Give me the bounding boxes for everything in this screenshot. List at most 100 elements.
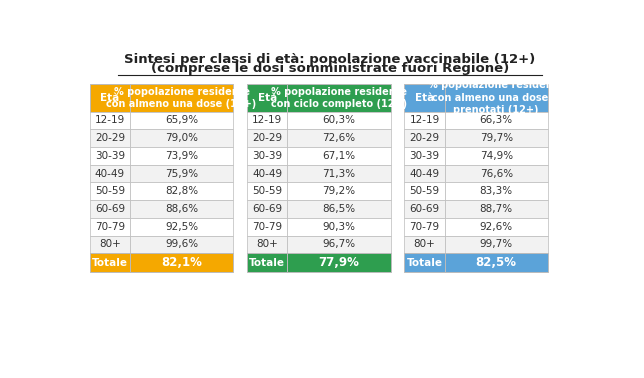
Bar (444, 165, 548, 183)
Bar (404, 129, 444, 147)
Text: 20-29: 20-29 (95, 133, 125, 143)
Text: 30-39: 30-39 (410, 151, 440, 161)
Text: 40-49: 40-49 (95, 169, 125, 178)
Text: Totale: Totale (92, 257, 128, 268)
Text: 12-19: 12-19 (410, 115, 440, 125)
Bar (444, 112, 548, 129)
Text: 79,7%: 79,7% (480, 133, 513, 143)
Text: 86,5%: 86,5% (323, 204, 355, 214)
Text: 80+: 80+ (256, 239, 278, 249)
Text: 40-49: 40-49 (252, 169, 282, 178)
Bar (247, 147, 287, 165)
Text: 60-69: 60-69 (252, 204, 282, 214)
Text: 75,9%: 75,9% (165, 169, 198, 178)
Text: 80+: 80+ (413, 239, 435, 249)
Text: Età: Età (415, 93, 434, 103)
Bar (287, 200, 390, 218)
Text: 99,6%: 99,6% (165, 239, 198, 249)
Text: 67,1%: 67,1% (323, 151, 355, 161)
Bar (404, 200, 444, 218)
Text: 79,0%: 79,0% (165, 133, 198, 143)
Bar (404, 84, 444, 112)
Text: 20-29: 20-29 (410, 133, 440, 143)
Text: 12-19: 12-19 (252, 115, 282, 125)
Text: 73,9%: 73,9% (165, 151, 198, 161)
Bar (247, 235, 287, 253)
Text: 79,2%: 79,2% (323, 186, 355, 196)
Bar (287, 84, 390, 112)
Bar (444, 200, 548, 218)
Bar (404, 235, 444, 253)
Text: 71,3%: 71,3% (323, 169, 355, 178)
Bar (90, 147, 130, 165)
Bar (130, 84, 233, 112)
Bar (130, 218, 233, 235)
Bar (247, 200, 287, 218)
Text: % popolazione residente
con ciclo completo (12+): % popolazione residente con ciclo comple… (271, 87, 407, 109)
Bar (247, 112, 287, 129)
Bar (90, 84, 130, 112)
Bar (404, 147, 444, 165)
Bar (404, 112, 444, 129)
Text: % popolazione residente
con almeno una dose (12+): % popolazione residente con almeno una d… (106, 87, 257, 109)
Bar (90, 253, 130, 272)
Bar (444, 129, 548, 147)
Bar (130, 147, 233, 165)
Text: 83,3%: 83,3% (480, 186, 513, 196)
Text: 12-19: 12-19 (95, 115, 125, 125)
Bar (130, 235, 233, 253)
Text: 60,3%: 60,3% (323, 115, 355, 125)
Bar (247, 165, 287, 183)
Text: 30-39: 30-39 (95, 151, 125, 161)
Text: 82,8%: 82,8% (165, 186, 198, 196)
Text: 50-59: 50-59 (410, 186, 440, 196)
Bar (90, 218, 130, 235)
Text: 82,5%: 82,5% (476, 256, 516, 269)
Text: 99,7%: 99,7% (480, 239, 513, 249)
Bar (287, 218, 390, 235)
Bar (444, 183, 548, 200)
Bar (90, 235, 130, 253)
Text: % popolazione residente
con almeno una dose +
prenotati (12+): % popolazione residente con almeno una d… (428, 80, 564, 115)
Bar (287, 129, 390, 147)
Bar (444, 147, 548, 165)
Bar (444, 253, 548, 272)
Bar (130, 183, 233, 200)
Bar (247, 183, 287, 200)
Text: 60-69: 60-69 (95, 204, 125, 214)
Text: 70-79: 70-79 (95, 222, 125, 232)
Bar (247, 84, 287, 112)
Bar (287, 235, 390, 253)
Bar (404, 218, 444, 235)
Text: 90,3%: 90,3% (323, 222, 355, 232)
Text: Sintesi per classi di età: popolazione vaccinabile (12+): Sintesi per classi di età: popolazione v… (124, 53, 536, 66)
Bar (247, 218, 287, 235)
Text: 50-59: 50-59 (252, 186, 282, 196)
Bar (404, 183, 444, 200)
Bar (247, 129, 287, 147)
Text: 60-69: 60-69 (410, 204, 440, 214)
Text: 92,6%: 92,6% (480, 222, 513, 232)
Text: 77,9%: 77,9% (318, 256, 359, 269)
Text: 92,5%: 92,5% (165, 222, 198, 232)
Bar (90, 129, 130, 147)
Text: (comprese le dosi somministrate fuori Regione): (comprese le dosi somministrate fuori Re… (151, 62, 509, 75)
Text: 50-59: 50-59 (95, 186, 125, 196)
Text: 88,6%: 88,6% (165, 204, 198, 214)
Bar (404, 165, 444, 183)
Text: 76,6%: 76,6% (480, 169, 513, 178)
Text: 80+: 80+ (99, 239, 120, 249)
Text: 72,6%: 72,6% (323, 133, 355, 143)
Text: Età: Età (258, 93, 277, 103)
Text: 82,1%: 82,1% (161, 256, 202, 269)
Bar (287, 165, 390, 183)
Text: 20-29: 20-29 (252, 133, 282, 143)
Bar (287, 253, 390, 272)
Bar (444, 235, 548, 253)
Text: 66,3%: 66,3% (480, 115, 513, 125)
Text: 70-79: 70-79 (252, 222, 282, 232)
Bar (287, 112, 390, 129)
Bar (90, 112, 130, 129)
Text: 30-39: 30-39 (252, 151, 282, 161)
Bar (287, 147, 390, 165)
